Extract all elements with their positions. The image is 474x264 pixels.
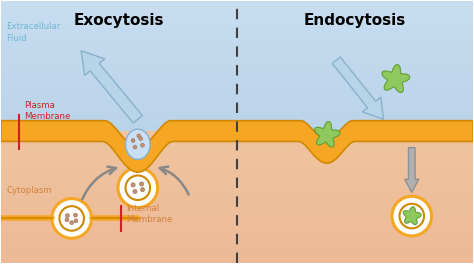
Polygon shape bbox=[1, 115, 473, 121]
Polygon shape bbox=[332, 57, 383, 119]
Circle shape bbox=[133, 145, 137, 149]
Polygon shape bbox=[1, 258, 473, 263]
Polygon shape bbox=[1, 100, 473, 105]
Polygon shape bbox=[1, 121, 473, 172]
Circle shape bbox=[133, 189, 137, 194]
Polygon shape bbox=[1, 131, 473, 263]
Polygon shape bbox=[1, 68, 473, 74]
Polygon shape bbox=[1, 173, 473, 179]
Circle shape bbox=[141, 143, 145, 147]
Text: Extracellular
Fluid: Extracellular Fluid bbox=[7, 22, 61, 43]
Circle shape bbox=[400, 204, 424, 228]
Polygon shape bbox=[1, 189, 473, 195]
Circle shape bbox=[131, 139, 135, 142]
Polygon shape bbox=[1, 195, 473, 200]
Polygon shape bbox=[1, 237, 473, 242]
Polygon shape bbox=[405, 148, 419, 192]
Circle shape bbox=[74, 219, 78, 223]
Polygon shape bbox=[1, 95, 473, 100]
Polygon shape bbox=[382, 65, 410, 92]
Polygon shape bbox=[1, 89, 473, 95]
Polygon shape bbox=[1, 110, 473, 115]
Circle shape bbox=[140, 187, 145, 192]
Polygon shape bbox=[1, 216, 473, 221]
Polygon shape bbox=[1, 179, 473, 184]
Text: Plasma
Membrane: Plasma Membrane bbox=[25, 101, 71, 121]
Polygon shape bbox=[1, 242, 473, 247]
Polygon shape bbox=[1, 121, 473, 126]
Circle shape bbox=[392, 196, 432, 236]
Polygon shape bbox=[1, 210, 473, 216]
Circle shape bbox=[118, 168, 158, 208]
Polygon shape bbox=[1, 247, 473, 253]
Polygon shape bbox=[1, 253, 473, 258]
Text: Endocytosis: Endocytosis bbox=[304, 13, 406, 28]
Polygon shape bbox=[1, 1, 473, 131]
Polygon shape bbox=[1, 74, 473, 79]
Polygon shape bbox=[1, 53, 473, 58]
Circle shape bbox=[65, 218, 69, 222]
Circle shape bbox=[65, 214, 69, 218]
Polygon shape bbox=[315, 122, 340, 147]
Polygon shape bbox=[1, 126, 473, 131]
Polygon shape bbox=[126, 129, 150, 159]
Polygon shape bbox=[1, 226, 473, 232]
Polygon shape bbox=[1, 43, 473, 48]
Circle shape bbox=[139, 137, 143, 140]
Polygon shape bbox=[1, 205, 473, 210]
Polygon shape bbox=[1, 37, 473, 43]
Circle shape bbox=[139, 182, 144, 186]
Polygon shape bbox=[403, 207, 421, 225]
Polygon shape bbox=[1, 32, 473, 37]
Text: Exocytosis: Exocytosis bbox=[73, 13, 164, 28]
Polygon shape bbox=[1, 184, 473, 189]
Circle shape bbox=[137, 134, 141, 138]
Text: Cytoplasm: Cytoplasm bbox=[7, 186, 52, 195]
Circle shape bbox=[73, 213, 77, 217]
Circle shape bbox=[59, 206, 84, 231]
Circle shape bbox=[52, 199, 91, 238]
Polygon shape bbox=[1, 105, 473, 110]
Polygon shape bbox=[1, 79, 473, 84]
Circle shape bbox=[126, 176, 150, 200]
Text: Internal
Membrane: Internal Membrane bbox=[126, 204, 173, 224]
Polygon shape bbox=[1, 48, 473, 53]
Polygon shape bbox=[1, 84, 473, 89]
Polygon shape bbox=[1, 27, 473, 32]
Polygon shape bbox=[1, 63, 473, 68]
Polygon shape bbox=[1, 221, 473, 226]
Polygon shape bbox=[1, 232, 473, 237]
Polygon shape bbox=[1, 58, 473, 63]
Polygon shape bbox=[81, 51, 142, 123]
Circle shape bbox=[70, 221, 73, 225]
Polygon shape bbox=[1, 200, 473, 205]
Circle shape bbox=[131, 183, 135, 187]
